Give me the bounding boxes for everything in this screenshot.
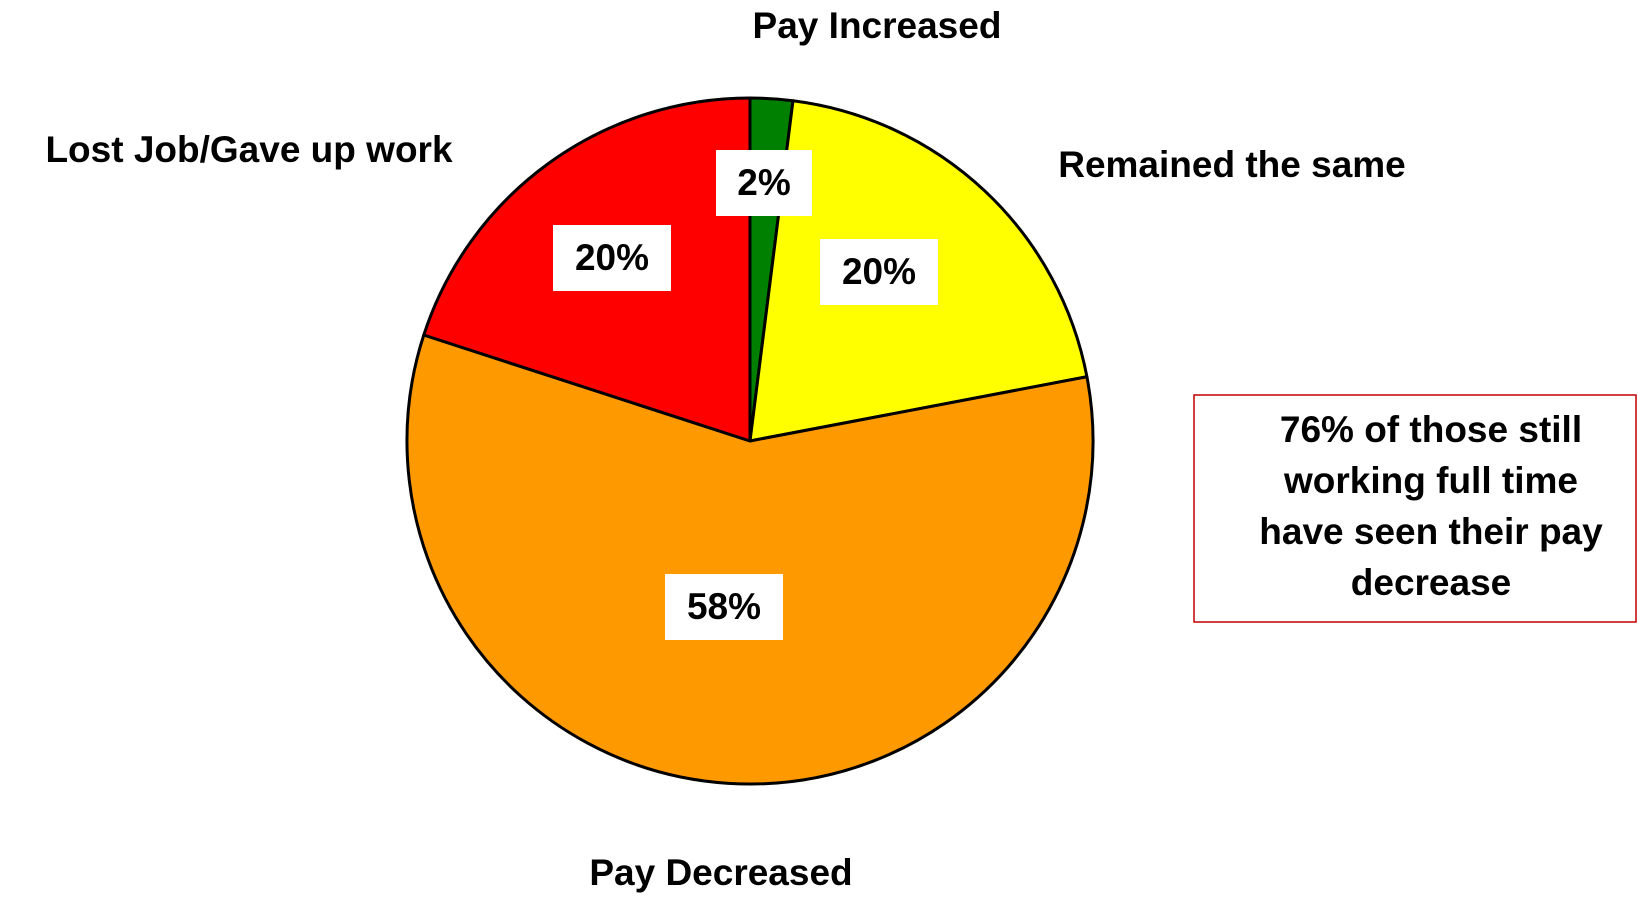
data-label-box: [820, 239, 938, 305]
data-label: 20%: [842, 251, 916, 292]
category-label: Remained the same: [1058, 144, 1406, 185]
pie-slice: [405, 333, 1095, 786]
category-label: Pay Decreased: [589, 852, 852, 893]
category-label: Pay Increased: [753, 5, 1002, 46]
data-label: 20%: [575, 237, 649, 278]
annotation-line: have seen their pay: [1259, 511, 1603, 552]
data-label: 58%: [687, 586, 761, 627]
data-label-box: [716, 150, 812, 216]
data-label-box: [553, 225, 671, 291]
category-label: Lost Job/Gave up work: [45, 129, 452, 170]
data-label-box: [665, 574, 783, 640]
annotation-line: working full time: [1283, 460, 1578, 501]
annotation-box: [1193, 394, 1637, 623]
annotation-line: decrease: [1351, 562, 1511, 603]
annotation-line: 76% of those still: [1280, 409, 1582, 450]
data-label: 2%: [737, 162, 790, 203]
